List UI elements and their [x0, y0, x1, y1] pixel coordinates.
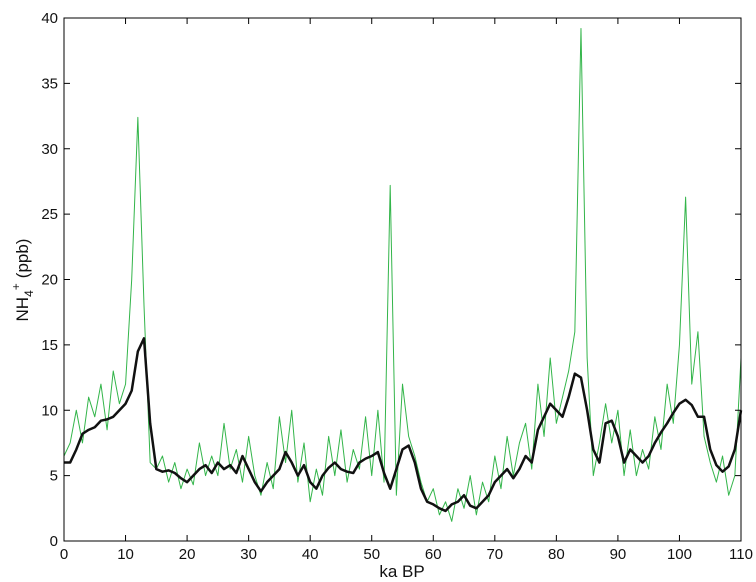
y-tick-label: 30 — [41, 141, 58, 158]
x-tick-label: 60 — [425, 546, 442, 563]
x-tick-label: 90 — [610, 546, 627, 563]
y-label-main: NH — [13, 297, 32, 322]
y-tick-label: 40 — [41, 10, 58, 27]
x-tick-label: 70 — [486, 546, 503, 563]
y-tick-label: 0 — [50, 533, 58, 550]
y-label-sup: + — [9, 283, 23, 290]
x-tick-label: 20 — [179, 546, 196, 563]
x-tick-label: 100 — [667, 546, 692, 563]
y-tick-label: 10 — [41, 402, 58, 419]
data-line — [63, 27, 742, 522]
y-tick-label: 15 — [41, 337, 58, 354]
x-tick-label: 30 — [240, 546, 257, 563]
y-label-sub: 4 — [22, 290, 36, 297]
x-tick-label: 40 — [302, 546, 319, 563]
y-axis-label: NH4+ (ppb) — [9, 239, 36, 322]
x-tick-label: 50 — [363, 546, 380, 563]
x-tick-label: 80 — [548, 546, 565, 563]
y-label-unit: (ppb) — [13, 239, 32, 279]
x-tick-label: 0 — [60, 546, 68, 563]
y-tick-label: 5 — [50, 468, 58, 485]
y-tick-label: 20 — [41, 272, 58, 289]
x-tick-label: 10 — [117, 546, 134, 563]
data-line — [64, 337, 743, 513]
y-tick-label: 25 — [41, 206, 58, 223]
x-axis-label: ka BP — [379, 562, 424, 581]
x-tick-label: 110 — [729, 546, 753, 563]
y-tick-label: 35 — [41, 75, 58, 92]
